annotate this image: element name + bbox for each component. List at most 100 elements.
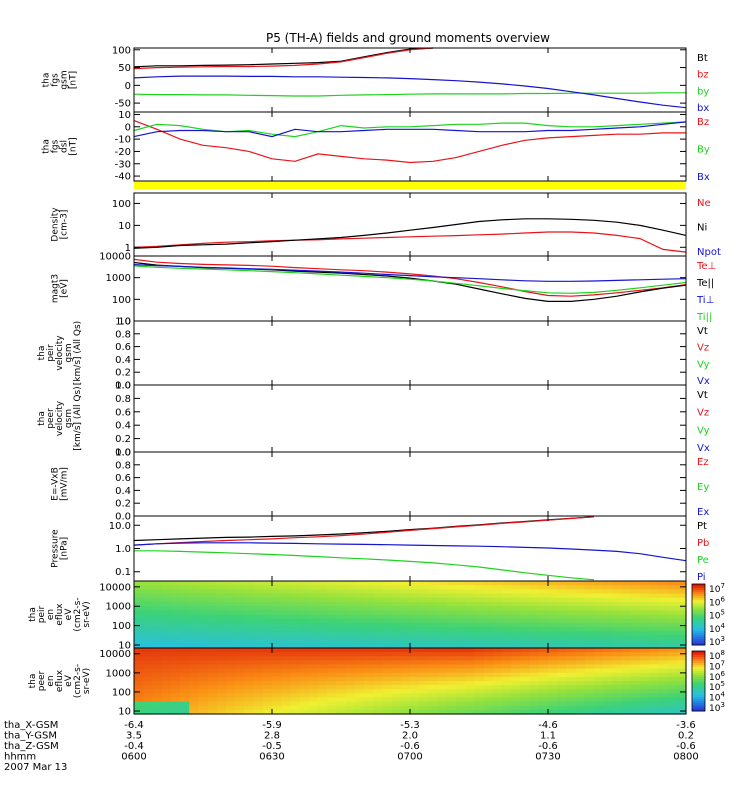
heatmap-cell (262, 672, 273, 678)
heatmap-cell (584, 685, 595, 690)
heatmap-cell (272, 635, 282, 641)
heatmap-cell (272, 672, 282, 678)
heatmap-cell (336, 606, 347, 611)
heatmap-cell (364, 681, 374, 686)
heatmap-cell (226, 668, 236, 674)
heatmap-cell (189, 597, 199, 603)
heatmap-cell (594, 643, 604, 649)
heatmap-cell (244, 701, 255, 707)
heatmap-cell (198, 622, 209, 628)
footer-value: 0.2 (678, 731, 694, 742)
heatmap-cell (557, 685, 567, 690)
heatmap-cell (584, 597, 595, 603)
heatmap-cell (253, 656, 264, 661)
heatmap-cell (262, 668, 273, 674)
heatmap-cell (483, 627, 494, 632)
heatmap-cell (262, 597, 273, 603)
heatmap-cell (207, 635, 218, 641)
heatmap-cell (437, 672, 448, 678)
heatmap-cell (584, 631, 595, 637)
y-tick-label: 10000 (99, 252, 131, 263)
heatmap-cell (446, 581, 457, 586)
heatmap-cell (354, 622, 365, 628)
y-tick-label: 50 (118, 63, 131, 74)
heatmap-cell (428, 643, 439, 649)
heatmap-cell (152, 627, 163, 632)
y-axis-label: E=-VxB [mV/m] (51, 467, 70, 501)
heatmap-cell (437, 622, 448, 628)
heatmap-cell (235, 685, 245, 690)
heatmap-cell (354, 681, 365, 686)
heatmap-cell (529, 664, 540, 670)
heatmap-cell (382, 685, 393, 690)
heatmap-cell (318, 709, 328, 715)
heatmap-cell (428, 664, 439, 670)
heatmap-cell (428, 593, 439, 599)
heatmap-cell (216, 606, 227, 611)
heatmap-cell (290, 601, 301, 607)
colorbar-swatch (692, 659, 705, 662)
colorbar-swatch (692, 628, 705, 632)
heatmap-cell (428, 668, 439, 674)
colorbar-swatch (692, 673, 705, 676)
heatmap-cell (327, 589, 337, 595)
heatmap-cell (446, 639, 457, 645)
heatmap-cell (630, 705, 641, 711)
heatmap-cell (216, 597, 227, 603)
heatmap-cell (557, 693, 567, 699)
heatmap-cell (364, 639, 374, 645)
heatmap-cell (630, 660, 641, 666)
footer-row-label: tha_Y-GSM (4, 731, 57, 742)
heatmap-cell (428, 618, 439, 624)
y-tick-label: 10000 (99, 582, 131, 593)
heatmap-cell (272, 606, 282, 611)
heatmap-cell (492, 648, 503, 653)
heatmap-cell (327, 643, 337, 649)
heatmap-cell (290, 610, 301, 616)
heatmap-cell (354, 652, 365, 657)
heatmap-cell (308, 581, 319, 586)
heatmap-cell (649, 581, 659, 586)
heatmap-cell (446, 618, 457, 624)
heatmap-cell (594, 697, 604, 703)
heatmap-cell (161, 585, 172, 590)
heatmap-cell (594, 705, 604, 711)
heatmap-cell (557, 639, 567, 645)
heatmap-cell (253, 681, 264, 686)
heatmap-cell (612, 652, 623, 657)
footer-value: 0800 (673, 752, 698, 763)
heatmap-cell (603, 705, 613, 711)
heatmap-cell (354, 664, 365, 670)
heatmap-cell (437, 618, 448, 624)
heatmap-cell (520, 618, 531, 624)
heatmap-cell (235, 681, 245, 686)
heatmap-cell (161, 664, 172, 670)
heatmap-cell (336, 610, 347, 616)
heatmap-cell (281, 597, 291, 603)
heatmap-cell (354, 610, 365, 616)
heatmap-cell (474, 606, 485, 611)
heatmap-cell (364, 664, 374, 670)
series-line-ne (133, 231, 687, 253)
heatmap-cell (180, 709, 190, 715)
heatmap-cell (575, 676, 586, 682)
heatmap-cell (566, 664, 577, 670)
heatmap-cell (575, 697, 586, 703)
heatmap-cell (327, 627, 337, 632)
heatmap-cell (161, 689, 172, 694)
heatmap-cell (649, 639, 659, 645)
heatmap-cell (465, 681, 475, 686)
heatmap-cell (345, 601, 356, 607)
heatmap-cell (419, 622, 429, 628)
heatmap-cell (658, 681, 669, 686)
heatmap-cell (216, 664, 227, 670)
heatmap-cell (529, 652, 540, 657)
heatmap-cell (400, 622, 411, 628)
heatmap-cell (318, 581, 328, 586)
heatmap-cell (667, 593, 678, 599)
heatmap-cell (318, 652, 328, 657)
heatmap-cell (318, 622, 328, 628)
heatmap-cell (198, 581, 209, 586)
